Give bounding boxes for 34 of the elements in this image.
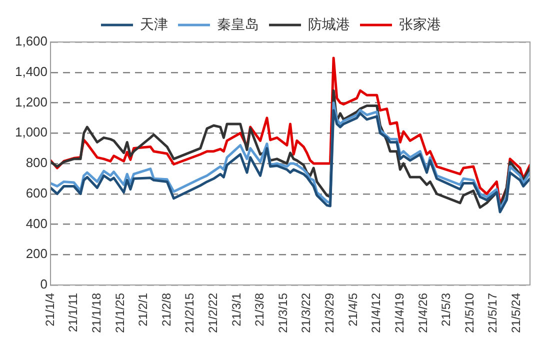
x-tick-label: 21/5/3 [439, 292, 454, 326]
x-tick-label: 21/5/10 [462, 292, 476, 334]
y-tick-label: 400 [26, 216, 48, 231]
x-tick-label: 21/2/15 [182, 292, 197, 334]
legend-label: 秦皇岛 [217, 16, 259, 32]
legend-label: 防城港 [308, 16, 350, 32]
y-tick-label: 200 [26, 246, 48, 262]
x-tick-label: 21/3/8 [252, 292, 267, 326]
x-tick-label: 21/1/25 [112, 292, 127, 334]
y-tick-label: 1,400 [14, 64, 48, 79]
x-tick-label: 21/4/5 [346, 292, 360, 326]
y-tick-label: 600 [26, 185, 48, 200]
x-tick-label: 21/3/29 [322, 292, 337, 334]
x-tick-label: 21/2/22 [206, 292, 220, 334]
y-tick-label: 1,000 [14, 124, 48, 140]
y-tick-label: 1,600 [14, 34, 48, 49]
x-tick-label: 21/4/19 [392, 292, 406, 334]
x-tick-label: 21/3/1 [229, 292, 244, 326]
x-tick-label: 21/1/11 [66, 292, 80, 332]
x-tick-label: 21/2/8 [159, 292, 174, 326]
x-tick-label: 21/3/22 [299, 292, 314, 334]
x-tick-label: 21/5/17 [486, 292, 500, 334]
x-tick-label: 21/2/1 [136, 292, 150, 326]
y-tick-label: 800 [26, 155, 48, 170]
x-tick-label: 21/4/26 [416, 292, 430, 334]
x-tick-label: 21/1/4 [42, 292, 57, 326]
legend-label: 张家港 [399, 16, 441, 32]
legend-label: 天津 [140, 16, 168, 32]
x-tick-label: 21/5/24 [508, 292, 523, 334]
x-tick-label: 21/1/18 [89, 292, 104, 334]
x-tick-label: 21/4/12 [369, 292, 384, 334]
y-tick-label: 0 [40, 276, 48, 292]
x-tick-label: 21/3/15 [276, 292, 290, 334]
y-tick-label: 1,200 [14, 94, 48, 110]
